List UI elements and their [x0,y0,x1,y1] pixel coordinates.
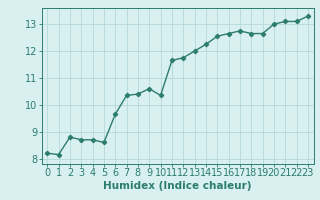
X-axis label: Humidex (Indice chaleur): Humidex (Indice chaleur) [103,181,252,191]
